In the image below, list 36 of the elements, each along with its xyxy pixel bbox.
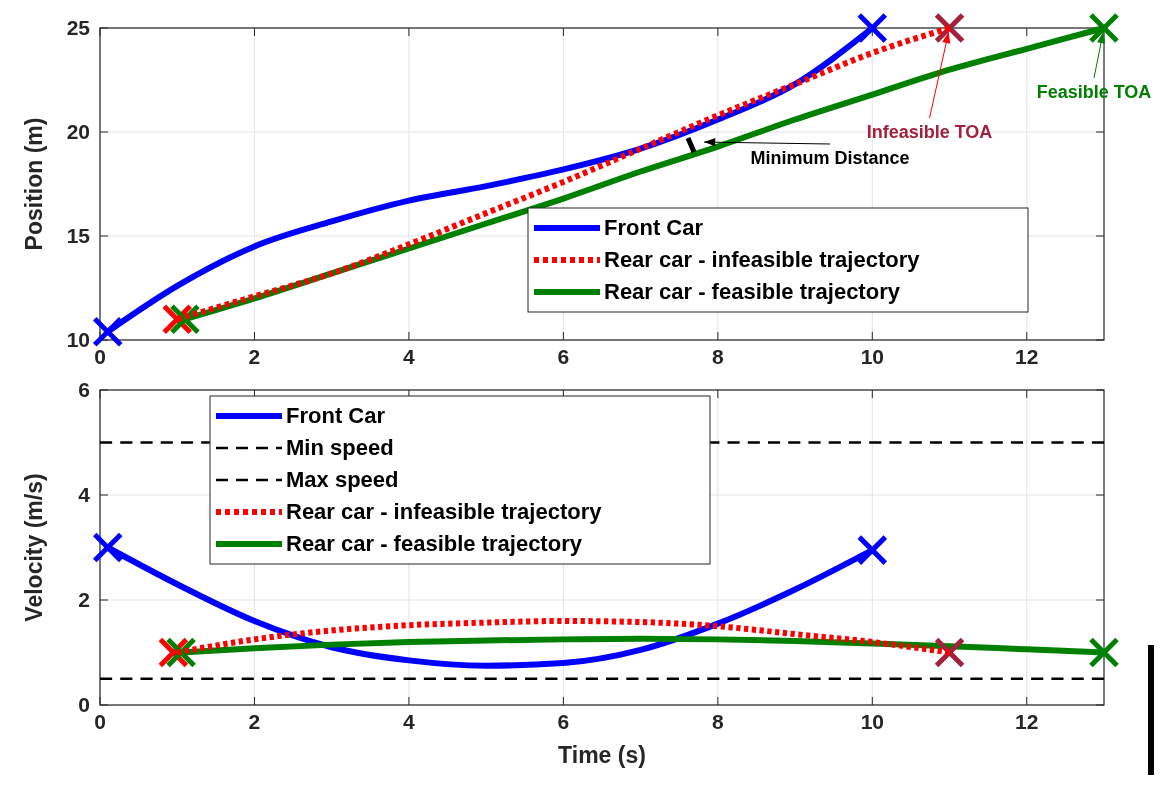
y-tick-label: 25	[66, 16, 91, 39]
y-axis-title: Position (m)	[21, 117, 47, 251]
y-tick-label: 10	[66, 328, 90, 351]
legend-label: Rear car - feasible trajectory	[604, 279, 901, 304]
annotation: Feasible TOA	[1036, 82, 1152, 102]
annotation: Infeasible TOA	[866, 122, 993, 142]
legend-label: Max speed	[286, 467, 399, 492]
x-tick-label: 6	[557, 345, 570, 368]
x-tick-label: 2	[248, 345, 261, 368]
legend-label: Front Car	[604, 215, 704, 240]
x-tick-label: 10	[860, 345, 884, 368]
y-tick-label: 0	[78, 693, 90, 716]
x-tick-label: 4	[403, 345, 416, 368]
legend-label: Rear car - infeasible trajectory	[286, 499, 603, 524]
y-axis-title: Velocity (m/s)	[21, 473, 47, 622]
y-tick-label: 6	[78, 378, 90, 401]
x-tick-label: 2	[248, 710, 261, 733]
legend-label: Min speed	[286, 435, 394, 460]
legend-label: Rear car - feasible trajectory	[286, 531, 583, 556]
x-tick-label: 6	[557, 710, 570, 733]
y-tick-label: 4	[78, 483, 91, 506]
x-tick-label: 0	[94, 710, 106, 733]
x-tick-label: 10	[860, 710, 884, 733]
x-tick-label: 4	[403, 710, 416, 733]
y-tick-label: 15	[66, 224, 91, 247]
x-tick-label: 8	[712, 345, 724, 368]
y-tick-label: 2	[78, 588, 90, 611]
legend-label: Rear car - infeasible trajectory	[604, 247, 921, 272]
legend-label: Front Car	[286, 403, 386, 428]
annotation: Minimum Distance	[750, 148, 910, 168]
x-tick-label: 12	[1015, 710, 1039, 733]
x-tick-label: 8	[712, 710, 724, 733]
x-tick-label: 12	[1015, 345, 1039, 368]
x-tick-label: 0	[94, 345, 106, 368]
x-axis-title: Time (s)	[558, 742, 646, 768]
y-tick-label: 20	[66, 120, 90, 143]
